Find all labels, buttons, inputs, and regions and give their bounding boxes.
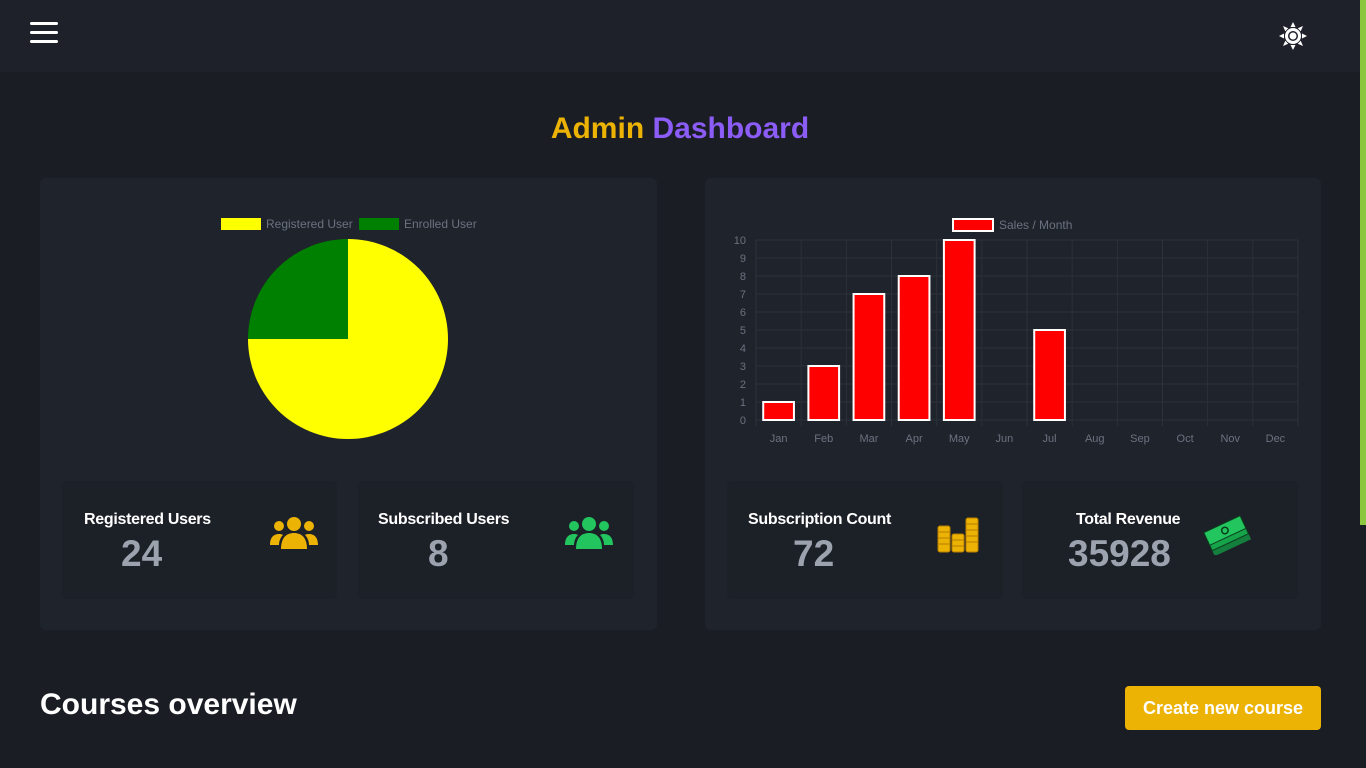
legend-swatch-sales xyxy=(952,218,994,232)
legend-label-enrolled: Enrolled User xyxy=(404,217,477,231)
total-revenue-value: 35928 xyxy=(1068,533,1171,574)
subscribed-users-stat: Subscribed Users 8 xyxy=(358,481,634,599)
sales-bar-chart[interactable]: Sales / Month 0 1 2 3 4 5 6 7 8 9 10 Jan Feb Mar Apr Ma… xyxy=(705,178,1321,468)
registered-users-stat: Registered Users 24 xyxy=(62,481,337,599)
y-tick-label: 5 xyxy=(740,325,746,337)
x-tick-label: Jul xyxy=(1043,433,1057,445)
coin-stacks-icon xyxy=(937,514,981,559)
users-group-icon xyxy=(269,515,319,556)
sales-card: Sales / Month 0 1 2 3 4 5 6 7 8 9 10 Jan Feb Mar Apr Ma… xyxy=(705,178,1321,630)
hamburger-menu-icon[interactable] xyxy=(30,22,58,44)
sun-icon[interactable] xyxy=(1278,21,1308,51)
legend-label-registered: Registered User xyxy=(266,217,353,231)
y-tick-label: 9 xyxy=(740,253,746,265)
scrollbar-thumb[interactable] xyxy=(1360,0,1366,525)
registered-users-value: 24 xyxy=(121,533,163,574)
x-tick-label: Apr xyxy=(906,433,923,445)
y-tick-label: 3 xyxy=(740,361,746,373)
users-group-icon xyxy=(564,515,614,556)
page-title-dashboard: Dashboard xyxy=(652,112,810,145)
money-stack-icon xyxy=(1203,515,1252,560)
subscription-count-label: Subscription Count xyxy=(748,511,892,528)
y-tick-label: 0 xyxy=(740,415,746,427)
x-tick-label: Dec xyxy=(1266,433,1286,445)
create-new-course-button[interactable]: Create new course xyxy=(1125,686,1321,730)
subscription-count-value: 72 xyxy=(793,533,835,574)
legend-label-sales: Sales / Month xyxy=(999,218,1072,232)
legend-swatch-enrolled xyxy=(359,218,399,230)
x-tick-label: Jan xyxy=(770,433,788,445)
x-tick-label: May xyxy=(949,433,970,445)
subscription-count-stat: Subscription Count 72 xyxy=(727,481,1003,599)
y-tick-label: 8 xyxy=(740,271,746,283)
bar-jul[interactable] xyxy=(1033,329,1066,421)
y-tick-label: 2 xyxy=(740,379,746,391)
pie-slice-enrolled-user[interactable] xyxy=(248,239,348,339)
page-title: Admin Dashboard xyxy=(0,112,1360,146)
courses-overview-heading: Courses overview xyxy=(40,688,297,721)
x-tick-label: Feb xyxy=(814,433,833,445)
registered-users-label: Registered Users xyxy=(84,511,211,528)
subscribed-users-value: 8 xyxy=(428,533,449,574)
y-tick-label: 7 xyxy=(740,289,746,301)
total-revenue-stat: Total Revenue 35928 xyxy=(1022,481,1298,599)
users-card: Registered User Enrolled User Registered… xyxy=(40,178,657,630)
bar-feb[interactable] xyxy=(807,365,841,421)
y-tick-label: 10 xyxy=(734,235,746,247)
x-tick-label: Sep xyxy=(1130,433,1150,445)
bar-mar[interactable] xyxy=(852,293,886,421)
legend-swatch-registered xyxy=(221,218,261,230)
x-tick-label: Mar xyxy=(859,433,878,445)
x-tick-label: Jun xyxy=(996,433,1014,445)
bar-jan[interactable] xyxy=(762,401,795,421)
bar-may[interactable] xyxy=(942,239,976,421)
x-tick-label: Aug xyxy=(1085,433,1105,445)
page-title-admin: Admin xyxy=(550,112,645,145)
x-tick-label: Oct xyxy=(1177,433,1194,445)
users-pie-chart[interactable]: Registered User Enrolled User xyxy=(40,178,657,468)
x-tick-label: Nov xyxy=(1220,433,1240,445)
y-tick-label: 4 xyxy=(740,343,746,355)
y-tick-label: 6 xyxy=(740,307,746,319)
total-revenue-label: Total Revenue xyxy=(1076,511,1181,528)
bar-apr[interactable] xyxy=(897,275,931,421)
subscribed-users-label: Subscribed Users xyxy=(378,511,510,528)
y-tick-label: 1 xyxy=(740,397,746,409)
top-bar xyxy=(0,0,1360,72)
